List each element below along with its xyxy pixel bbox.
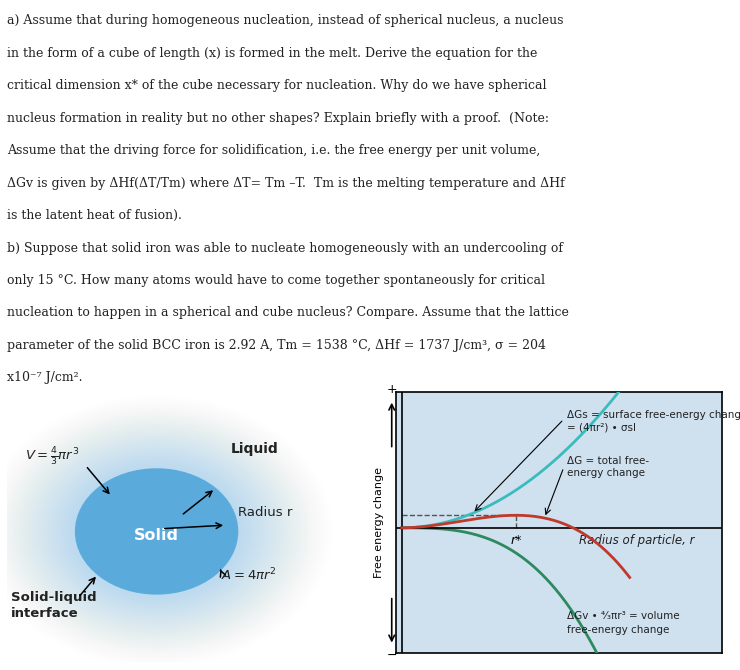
Text: ΔGs = surface free-energy change: ΔGs = surface free-energy change [568,410,740,420]
Text: nucleus formation in reality but no other shapes? Explain briefly with a proof. : nucleus formation in reality but no othe… [7,112,549,125]
Text: Solid-liquid: Solid-liquid [11,591,97,604]
Text: Radius of particle, r: Radius of particle, r [579,534,694,547]
Circle shape [73,467,240,596]
Text: ΔGv is given by ΔHf(ΔT/Tm) where ΔT= Tm –T.  Tm is the melting temperature and Δ: ΔGv is given by ΔHf(ΔT/Tm) where ΔT= Tm … [7,177,565,190]
Text: in the form of a cube of length (x) is formed in the melt. Derive the equation f: in the form of a cube of length (x) is f… [7,47,538,60]
Text: energy change: energy change [568,468,645,478]
Text: Assume that the driving force for solidification, i.e. the free energy per unit : Assume that the driving force for solidi… [7,144,541,157]
Text: $V = \frac{4}{3}\pi r^3$: $V = \frac{4}{3}\pi r^3$ [25,446,79,468]
Text: ΔG = total free-: ΔG = total free- [568,456,650,466]
Text: −: − [386,649,397,663]
Text: $A = 4\pi r^2$: $A = 4\pi r^2$ [221,567,276,584]
Text: ΔGv • ⁴⁄₃πr³ = volume: ΔGv • ⁴⁄₃πr³ = volume [568,610,680,620]
Text: b) Suppose that solid iron was able to nucleate homogeneously with an undercooli: b) Suppose that solid iron was able to n… [7,242,563,255]
Text: = (4πr²) • σsl: = (4πr²) • σsl [568,423,636,433]
Text: +: + [386,383,397,396]
Text: parameter of the solid BCC iron is 2.92 A, Tm = 1538 °C, ΔHf = 1737 J/cm³, σ = 2: parameter of the solid BCC iron is 2.92 … [7,339,546,352]
Circle shape [68,463,245,600]
Text: a) Assume that during homogeneous nucleation, instead of spherical nucleus, a nu: a) Assume that during homogeneous nuclea… [7,14,564,27]
Text: free-energy change: free-energy change [568,625,670,635]
Text: nucleation to happen in a spherical and cube nucleus? Compare. Assume that the l: nucleation to happen in a spherical and … [7,306,569,320]
Circle shape [70,465,243,598]
Text: Radius r: Radius r [238,506,292,519]
Circle shape [75,468,238,595]
Text: x10⁻⁷ J/cm².: x10⁻⁷ J/cm². [7,371,83,385]
Text: Free energy change: Free energy change [374,467,383,578]
Text: r*: r* [510,534,522,547]
Text: critical dimension x* of the cube necessary for nucleation. Why do we have spher: critical dimension x* of the cube necess… [7,79,547,92]
Text: is the latent heat of fusion).: is the latent heat of fusion). [7,209,182,222]
Text: only 15 °C. How many atoms would have to come together spontaneously for critica: only 15 °C. How many atoms would have to… [7,274,545,287]
Text: interface: interface [11,607,78,620]
Text: Solid: Solid [134,528,179,543]
Text: Liquid: Liquid [231,442,279,456]
